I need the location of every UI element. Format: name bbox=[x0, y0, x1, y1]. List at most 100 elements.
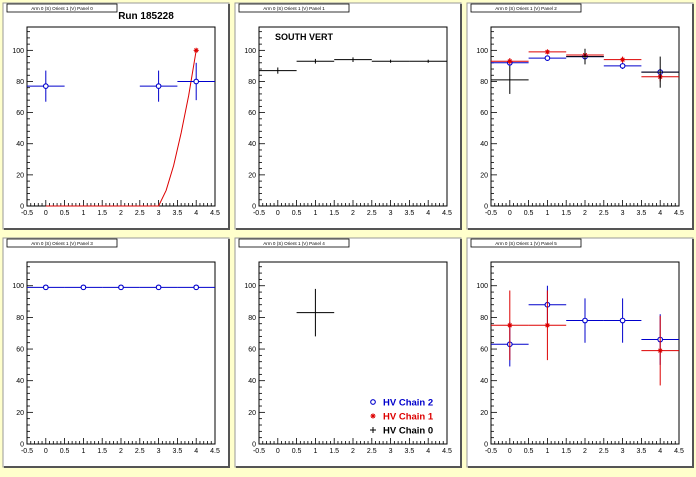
y-tick-label: 20 bbox=[480, 172, 488, 179]
x-tick-label: 0.5 bbox=[292, 448, 302, 455]
marker-circle bbox=[582, 317, 588, 324]
x-tick-label: 0.5 bbox=[60, 448, 70, 455]
marker-circle bbox=[619, 63, 626, 69]
chart-title: SOUTH VERT bbox=[275, 32, 334, 42]
y-tick-label: 100 bbox=[12, 48, 24, 55]
legend-entry: HV Chain 1 bbox=[370, 412, 434, 423]
legend-marker-cross bbox=[370, 427, 376, 433]
y-tick-label: 60 bbox=[16, 110, 24, 117]
y-tick-label: 60 bbox=[248, 347, 256, 354]
series-0 bbox=[27, 284, 215, 291]
data-point bbox=[491, 290, 529, 361]
x-tick-label: 2.5 bbox=[135, 210, 145, 217]
x-tick-label: -0.5 bbox=[485, 210, 497, 217]
panel-title: Arm 0 (S) Orient 1 (V) Panel 1 bbox=[263, 6, 325, 11]
x-tick-label: 0.5 bbox=[292, 210, 302, 217]
y-tick-label: 40 bbox=[248, 378, 256, 385]
x-tick-label: 0.5 bbox=[524, 448, 534, 455]
marker-circle bbox=[155, 83, 162, 89]
marker-star bbox=[507, 58, 513, 64]
y-tick-label: 0 bbox=[20, 204, 24, 211]
x-tick-label: 1 bbox=[81, 448, 85, 455]
y-tick-label: 60 bbox=[248, 110, 256, 117]
y-tick-label: 20 bbox=[16, 172, 24, 179]
x-tick-label: 0.5 bbox=[60, 210, 70, 217]
x-tick-label: 2.5 bbox=[367, 210, 377, 217]
x-tick-label: 2 bbox=[119, 210, 123, 217]
x-tick-label: 4.5 bbox=[674, 448, 684, 455]
y-tick-label: 80 bbox=[480, 315, 488, 322]
x-tick-label: 1 bbox=[545, 448, 549, 455]
x-tick-label: 2 bbox=[351, 448, 355, 455]
y-tick-label: 0 bbox=[252, 204, 256, 211]
data-point bbox=[641, 315, 679, 386]
x-tick-label: 0 bbox=[44, 210, 48, 217]
chart-title: Run 185228 bbox=[118, 11, 174, 22]
x-tick-label: -0.5 bbox=[485, 448, 497, 455]
series-1 bbox=[491, 290, 679, 386]
legend-label: HV Chain 1 bbox=[383, 412, 434, 423]
data-point bbox=[528, 55, 567, 61]
x-tick-label: 4.5 bbox=[210, 210, 220, 217]
marker-circle bbox=[118, 284, 124, 291]
x-tick-label: 4 bbox=[426, 448, 430, 455]
series-0 bbox=[296, 288, 335, 337]
x-tick-label: 4.5 bbox=[442, 448, 452, 455]
series-0 bbox=[259, 57, 447, 74]
x-tick-label: 3 bbox=[621, 448, 625, 455]
y-tick-label: 0 bbox=[484, 442, 488, 449]
x-tick-label: 0 bbox=[508, 210, 512, 217]
legend-marker-circle bbox=[370, 399, 376, 405]
marker-circle bbox=[42, 83, 49, 89]
data-point bbox=[27, 284, 65, 291]
x-tick-label: 2.5 bbox=[599, 448, 609, 455]
x-tick-label: 1.5 bbox=[329, 448, 339, 455]
y-tick-label: 0 bbox=[252, 442, 256, 449]
x-tick-label: 1 bbox=[313, 448, 317, 455]
chart-panel-2: Arm 0 (S) Orient 1 (V) Panel 2-0.5 0 0.5 1 1… bbox=[466, 2, 694, 230]
data-point bbox=[566, 298, 604, 343]
y-tick-label: 60 bbox=[480, 347, 488, 354]
series-0 bbox=[27, 62, 215, 102]
panel-title: Arm 0 (S) Orient 1 (V) Panel 2 bbox=[495, 6, 557, 11]
series-2 bbox=[491, 48, 679, 94]
data-point bbox=[603, 56, 642, 63]
data-point bbox=[259, 67, 297, 74]
x-tick-label: 2.5 bbox=[599, 210, 609, 217]
data-point bbox=[139, 70, 178, 102]
marker-circle bbox=[42, 284, 49, 291]
marker-star bbox=[507, 322, 513, 328]
y-tick-label: 0 bbox=[20, 442, 24, 449]
y-tick-label: 40 bbox=[480, 141, 488, 148]
data-point bbox=[102, 284, 140, 291]
panel-title-box bbox=[470, 238, 582, 248]
x-tick-label: -0.5 bbox=[253, 210, 265, 217]
data-point bbox=[64, 284, 103, 291]
y-tick-label: 40 bbox=[16, 141, 24, 148]
x-tick-label: 0 bbox=[508, 448, 512, 455]
y-tick-label: 80 bbox=[16, 315, 24, 322]
x-tick-label: 2.5 bbox=[367, 448, 377, 455]
chart-panel-0: Arm 0 (S) Orient 1 (V) Panel 0-0.5 0 0.5 1 1… bbox=[2, 2, 230, 230]
x-tick-label: 3 bbox=[389, 448, 393, 455]
y-tick-label: 100 bbox=[476, 48, 488, 55]
pad-background bbox=[466, 237, 694, 468]
data-point bbox=[566, 48, 604, 65]
x-tick-label: 4 bbox=[426, 210, 430, 217]
x-tick-label: 3.5 bbox=[405, 210, 415, 217]
y-tick-label: 60 bbox=[16, 347, 24, 354]
x-tick-label: 4.5 bbox=[442, 210, 452, 217]
marker-star bbox=[193, 47, 199, 53]
x-tick-label: -0.5 bbox=[21, 210, 33, 217]
x-tick-label: 1.5 bbox=[329, 210, 339, 217]
pad-background bbox=[2, 237, 230, 468]
y-tick-label: 100 bbox=[12, 283, 24, 290]
panel-title-box bbox=[238, 3, 350, 13]
legend-marker-star bbox=[370, 413, 376, 419]
pad-background bbox=[234, 2, 462, 230]
marker-star bbox=[544, 49, 550, 55]
x-tick-label: 2 bbox=[583, 448, 587, 455]
panel-title-box bbox=[470, 3, 582, 13]
